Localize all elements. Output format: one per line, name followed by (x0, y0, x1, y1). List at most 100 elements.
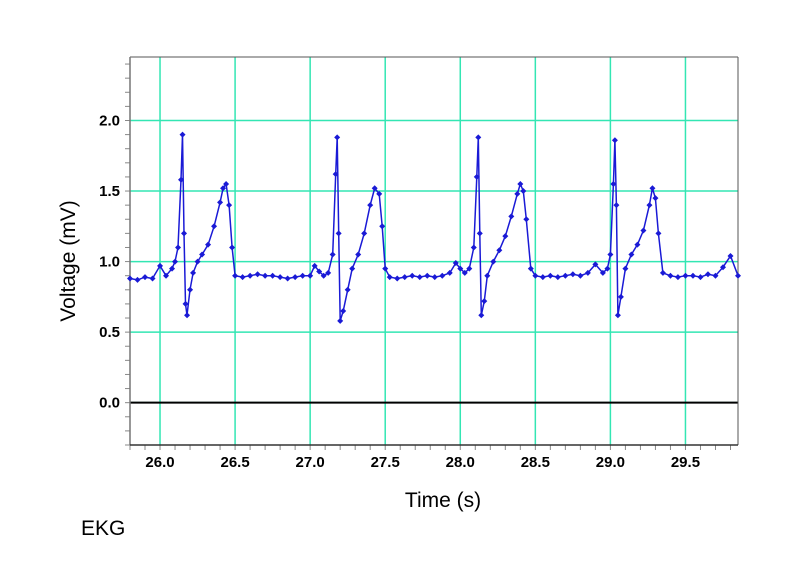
data-point (394, 275, 401, 282)
data-point (496, 247, 503, 254)
data-point (332, 171, 339, 178)
data-point (205, 241, 212, 248)
y-tick-label: 1.5 (99, 183, 120, 200)
data-point (292, 274, 299, 281)
data-point (182, 300, 189, 307)
plot-area (130, 57, 738, 445)
data-point (646, 202, 653, 209)
data-point (307, 272, 314, 279)
y-axis-title: Voltage (mV) (57, 200, 80, 321)
data-point (254, 271, 261, 278)
x-tick-label: 26.5 (220, 454, 249, 471)
x-tick-label: 28.5 (521, 454, 550, 471)
data-point (604, 265, 611, 272)
data-point (532, 272, 539, 279)
x-tick-label: 28.0 (446, 454, 475, 471)
data-point (217, 199, 224, 206)
y-tick-label: 1.0 (99, 254, 120, 271)
data-point (481, 298, 488, 305)
data-point (502, 233, 509, 240)
data-point (142, 274, 149, 281)
data-point (337, 317, 344, 324)
data-point (190, 269, 197, 276)
data-point (232, 272, 239, 279)
data-point (539, 274, 546, 281)
data-point (329, 251, 336, 258)
data-point (163, 272, 170, 279)
data-point (649, 185, 656, 192)
data-point (562, 272, 569, 279)
data-point (655, 230, 662, 237)
data-point (194, 258, 201, 265)
data-point (344, 286, 351, 293)
data-point (349, 265, 356, 272)
data-point (689, 272, 696, 279)
data-point (226, 202, 233, 209)
data-point (127, 275, 133, 282)
data-point (457, 265, 464, 272)
data-point (262, 272, 269, 279)
data-point (527, 265, 534, 272)
data-point (476, 230, 483, 237)
data-point (220, 185, 227, 192)
y-tick-label: 0.5 (99, 324, 120, 341)
data-point (179, 131, 186, 138)
data-point (284, 275, 291, 282)
data-point (181, 230, 188, 237)
data-point (340, 307, 347, 314)
data-point (149, 275, 156, 282)
data-point (446, 269, 453, 276)
data-point (719, 264, 726, 271)
x-axis-title: Time (s) (405, 489, 481, 512)
data-point (461, 269, 468, 276)
data-point (416, 274, 423, 281)
data-point (523, 216, 530, 223)
data-point (134, 276, 141, 283)
data-point (470, 244, 477, 251)
data-point (466, 265, 473, 272)
data-point (199, 251, 206, 258)
data-point (610, 180, 617, 187)
y-tick-label: 2.0 (99, 112, 120, 129)
x-tick-label: 27.5 (371, 454, 400, 471)
data-point (682, 272, 689, 279)
data-point (475, 134, 482, 141)
data-point (652, 195, 659, 202)
data-point (628, 251, 635, 258)
data-point (382, 265, 389, 272)
data-point (371, 185, 378, 192)
data-point (239, 274, 246, 281)
data-point (727, 252, 734, 259)
data-point (229, 244, 236, 251)
data-point (187, 286, 194, 293)
data-point (614, 312, 621, 319)
data-point (704, 271, 711, 278)
data-point (386, 274, 393, 281)
data-point (577, 272, 584, 279)
data-point (622, 265, 629, 272)
data-point (478, 312, 485, 319)
data-point (184, 312, 191, 319)
data-point (223, 180, 230, 187)
x-tick-label: 29.5 (671, 454, 700, 471)
data-point (554, 274, 561, 281)
data-point (367, 202, 374, 209)
data-point (508, 213, 515, 220)
data-point (311, 262, 318, 269)
data-point (355, 251, 362, 258)
data-point (517, 180, 524, 187)
y-tick-label: 0.0 (99, 395, 120, 412)
data-point (175, 244, 182, 251)
data-point (592, 261, 599, 268)
data-point (277, 274, 284, 281)
data-point (611, 137, 618, 144)
x-tick-label: 27.0 (296, 454, 325, 471)
data-point (490, 258, 497, 265)
data-point (674, 274, 681, 281)
data-point (617, 293, 624, 300)
data-point (584, 269, 591, 276)
data-point (299, 272, 306, 279)
data-point (520, 188, 527, 195)
data-point (335, 230, 342, 237)
